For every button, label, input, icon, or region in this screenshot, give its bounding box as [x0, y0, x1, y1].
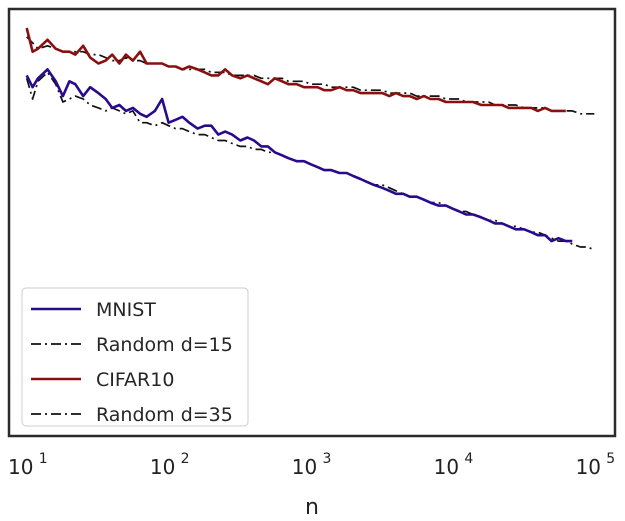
x-tick-base: 10 — [8, 455, 33, 479]
legend-label: CIFAR10 — [96, 369, 174, 391]
legend-frame — [21, 287, 249, 427]
x-tick-exponent: 3 — [323, 451, 332, 467]
x-tick-exponent: 2 — [181, 451, 190, 467]
legend-label: Random d=35 — [96, 404, 233, 426]
x-tick-label: 10 4 — [434, 451, 474, 479]
x-tick-base: 10 — [150, 455, 175, 479]
legend-item-mnist: MNIST — [31, 299, 156, 321]
legend-label: Random d=15 — [96, 334, 233, 356]
legend-label: MNIST — [96, 299, 156, 321]
x-tick-exponent: 1 — [39, 451, 48, 467]
x-tick-base: 10 — [292, 455, 317, 479]
legend-items: MNIST Random d=15 CIFAR10 Random d=35 — [31, 299, 233, 426]
x-tick-labels: 10 1 10 2 10 3 10 4 10 5 — [8, 451, 615, 479]
legend-item-random-d-35: Random d=35 — [31, 404, 233, 426]
series-layer — [25, 27, 595, 251]
plot-frame — [7, 7, 617, 438]
series-line-cifar10 — [25, 27, 566, 113]
x-tick-base: 10 — [576, 455, 601, 479]
series-line-mnist — [25, 68, 573, 243]
legend-item-random-d-15: Random d=15 — [31, 334, 233, 356]
x-tick-label: 10 2 — [150, 451, 190, 479]
x-tick-base: 10 — [434, 455, 459, 479]
x-tick-label: 10 1 — [8, 451, 48, 479]
x-tick-exponent: 5 — [606, 451, 615, 467]
x-axis-label: n — [305, 495, 319, 520]
legend-item-cifar10: CIFAR10 — [31, 369, 174, 391]
x-tick-exponent: 4 — [464, 451, 473, 467]
x-tick-label: 10 3 — [292, 451, 332, 479]
x-tick-label: 10 5 — [576, 451, 616, 479]
legend: MNIST Random d=15 CIFAR10 Random d=35 — [21, 287, 249, 427]
